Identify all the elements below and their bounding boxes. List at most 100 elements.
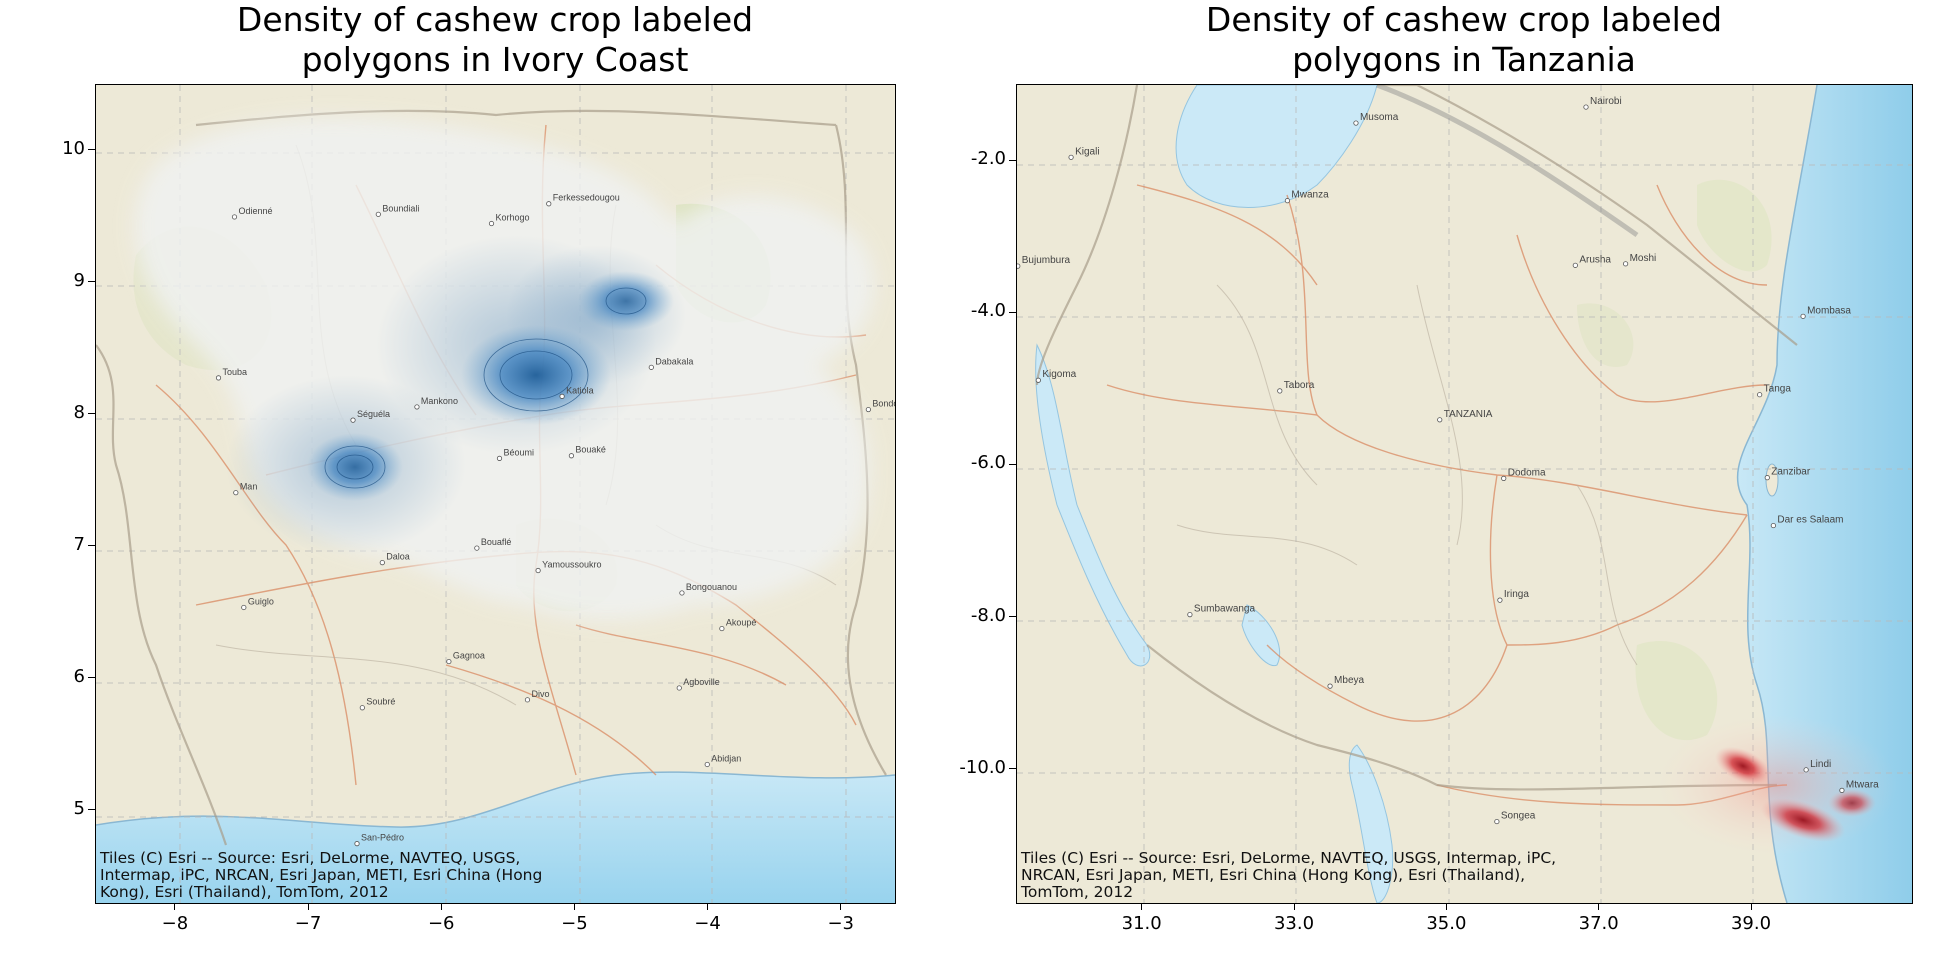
place-label: Bongouanou xyxy=(686,582,737,592)
left-x-tick-label: −8 xyxy=(161,913,189,934)
lake-nyasa xyxy=(1348,744,1394,903)
place-label: Tanga xyxy=(1764,384,1792,395)
right-attribution-line-3: TomTom, 2012 xyxy=(1021,883,1134,901)
selous-reserve xyxy=(1635,641,1718,741)
place-label: Mtwara xyxy=(1846,779,1879,790)
right-y-tick-mark xyxy=(1009,311,1016,313)
density-hotspot-west xyxy=(307,433,403,501)
place-label: Abidjan xyxy=(711,753,741,763)
park-patch xyxy=(1577,303,1634,367)
place-label: Moshi xyxy=(1630,253,1657,264)
place-marker xyxy=(488,220,495,227)
place-marker xyxy=(1035,377,1041,383)
place-label: Kigoma xyxy=(1042,369,1076,380)
place-marker xyxy=(241,604,247,611)
place-label: Séguéla xyxy=(357,409,390,419)
left-title-line-2: polygons in Ivory Coast xyxy=(301,40,689,79)
place-label: Mankono xyxy=(421,396,458,406)
right-x-tick-mark xyxy=(1293,903,1295,910)
left-x-tick-mark xyxy=(573,903,575,910)
place-marker xyxy=(524,697,531,703)
place-label: Dodoma xyxy=(1508,467,1546,478)
right-x-tick-label: 37.0 xyxy=(1578,913,1619,934)
place-label: Katiola xyxy=(566,385,594,395)
left-x-tick-mark xyxy=(707,903,709,910)
tsavo-park xyxy=(1697,179,1772,272)
place-label: Daloa xyxy=(386,552,410,562)
place-marker xyxy=(559,393,565,399)
place-label: Akoupé xyxy=(726,618,757,628)
density-hotspot-mtwara xyxy=(1760,798,1846,842)
right-x-tick-mark xyxy=(1141,903,1143,910)
place-label: San-Pédro xyxy=(361,833,404,843)
place-marker xyxy=(1353,120,1359,126)
left-y-tick-mark xyxy=(88,149,95,151)
right-y-tick-label: -8.0 xyxy=(970,604,1006,626)
lake-victoria xyxy=(1175,85,1378,208)
gulf-of-guinea xyxy=(96,772,895,903)
left-attribution-line-1: Tiles (C) Esri -- Source: Esri, DeLorme,… xyxy=(100,849,521,867)
ivory-coast-map: Korhogo Ferkessedougou Odienné Boundiali Tou… xyxy=(95,84,896,904)
right-title-line-1: Density of cashew crop labeled xyxy=(1205,0,1723,39)
tanzania-map: Nairobi Musoma Kigali Mwanza Bujumbura Arusha… xyxy=(1016,84,1913,904)
place-label: Nairobi xyxy=(1590,96,1622,107)
right-x-tick-mark xyxy=(1598,903,1600,910)
place-marker xyxy=(1284,198,1291,204)
place-marker xyxy=(546,201,552,207)
place-label: Béoumi xyxy=(503,447,534,457)
place-label: Bouaflé xyxy=(481,537,512,547)
right-title-line-2: polygons in Tanzania xyxy=(1292,40,1636,79)
place-marker xyxy=(1327,683,1333,689)
place-marker xyxy=(1497,597,1503,603)
place-label: Gagnoa xyxy=(453,651,485,661)
place-marker xyxy=(446,658,452,665)
right-y-tick-label: -6.0 xyxy=(970,452,1006,474)
left-y-tick-mark xyxy=(88,413,95,415)
tanzania-place-labels: Nairobi Musoma Kigali Mwanza Bujumbura Arusha… xyxy=(1017,96,1879,825)
place-marker xyxy=(414,404,420,410)
place-marker xyxy=(233,490,239,496)
density-hotspot-lindi xyxy=(1714,746,1772,786)
place-label: Sumbawanga xyxy=(1194,604,1256,615)
place-marker xyxy=(1017,263,1021,269)
place-label: Mbeya xyxy=(1334,675,1364,686)
left-y-tick-label: 6 xyxy=(73,665,85,687)
place-marker xyxy=(354,841,360,847)
indian-ocean xyxy=(1737,85,1912,903)
right-x-tick-label: 39.0 xyxy=(1730,913,1772,934)
place-label: Mwanza xyxy=(1291,190,1329,201)
place-label: Tabora xyxy=(1284,380,1315,391)
place-label: Touba xyxy=(223,367,248,377)
right-x-tick-label: 35.0 xyxy=(1426,913,1467,934)
left-y-tick-label: 8 xyxy=(73,401,85,423)
place-label: TANZANIA xyxy=(1444,409,1493,420)
place-marker xyxy=(379,560,385,566)
kenya-border xyxy=(1376,85,1639,238)
place-label: Musoma xyxy=(1360,112,1399,123)
place-marker xyxy=(1622,261,1629,267)
place-marker xyxy=(231,214,238,220)
place-marker xyxy=(1583,104,1589,110)
right-x-tick-label: 31.0 xyxy=(1121,913,1162,934)
right-y-tick-mark xyxy=(1009,616,1016,618)
place-marker xyxy=(1800,313,1806,319)
place-marker xyxy=(1277,388,1283,394)
road-network xyxy=(1106,184,1788,806)
left-x-tick-mark xyxy=(440,903,442,910)
ivory-coast-basemap: Korhogo Ferkessedougou Odienné Boundiali Tou… xyxy=(96,85,895,903)
place-marker xyxy=(679,590,685,596)
place-label: Divo xyxy=(531,689,549,699)
left-title-line-1: Density of cashew crop labeled xyxy=(236,0,754,39)
place-marker xyxy=(1437,417,1443,423)
left-x-tick-label: −7 xyxy=(294,913,322,934)
coastline xyxy=(96,771,895,828)
place-label: Odienné xyxy=(238,206,272,216)
place-label: Arusha xyxy=(1579,254,1611,265)
place-marker xyxy=(719,625,725,632)
place-marker xyxy=(1501,475,1507,482)
graticule xyxy=(1017,85,1912,903)
place-marker xyxy=(676,685,682,691)
left-y-tick-mark xyxy=(88,281,95,283)
left-x-tick-label: −3 xyxy=(827,913,854,934)
place-label: Bujumbura xyxy=(1022,255,1071,266)
